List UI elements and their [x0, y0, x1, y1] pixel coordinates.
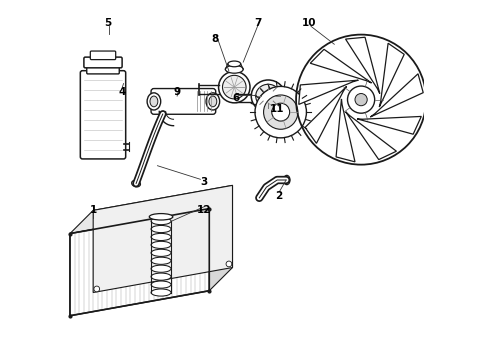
- FancyBboxPatch shape: [151, 89, 216, 114]
- Ellipse shape: [151, 233, 171, 240]
- Text: 4: 4: [118, 87, 125, 98]
- Circle shape: [226, 261, 232, 267]
- Ellipse shape: [264, 95, 298, 129]
- Ellipse shape: [222, 75, 246, 99]
- Text: 10: 10: [302, 18, 317, 28]
- Text: 7: 7: [254, 18, 261, 28]
- Ellipse shape: [151, 281, 171, 288]
- Polygon shape: [305, 86, 346, 143]
- Text: 9: 9: [173, 87, 181, 98]
- FancyBboxPatch shape: [87, 65, 119, 74]
- FancyBboxPatch shape: [90, 51, 116, 60]
- Polygon shape: [379, 43, 404, 107]
- Text: 8: 8: [211, 34, 218, 44]
- Polygon shape: [310, 49, 371, 83]
- Ellipse shape: [151, 273, 171, 280]
- Ellipse shape: [151, 289, 171, 296]
- Ellipse shape: [347, 86, 375, 113]
- Ellipse shape: [151, 249, 171, 256]
- Ellipse shape: [209, 96, 217, 107]
- Ellipse shape: [355, 94, 367, 106]
- Ellipse shape: [149, 213, 173, 220]
- Text: 3: 3: [200, 177, 208, 187]
- Polygon shape: [209, 185, 232, 291]
- Ellipse shape: [256, 84, 281, 108]
- Ellipse shape: [251, 80, 285, 112]
- Polygon shape: [299, 80, 358, 104]
- Ellipse shape: [255, 86, 306, 138]
- Polygon shape: [93, 185, 232, 293]
- Ellipse shape: [264, 92, 272, 100]
- Polygon shape: [345, 37, 380, 94]
- Text: 6: 6: [232, 93, 240, 103]
- Text: 1: 1: [90, 205, 97, 215]
- Ellipse shape: [272, 103, 290, 121]
- Ellipse shape: [150, 96, 158, 107]
- Text: 11: 11: [270, 104, 284, 113]
- Ellipse shape: [284, 175, 290, 185]
- Polygon shape: [70, 208, 209, 316]
- Ellipse shape: [206, 93, 220, 110]
- Ellipse shape: [219, 71, 250, 103]
- Text: 12: 12: [196, 205, 211, 215]
- FancyBboxPatch shape: [80, 71, 126, 159]
- Ellipse shape: [147, 93, 161, 110]
- Ellipse shape: [151, 217, 171, 225]
- Ellipse shape: [151, 225, 171, 233]
- Ellipse shape: [225, 65, 243, 73]
- Polygon shape: [357, 116, 421, 134]
- Ellipse shape: [151, 257, 171, 264]
- Polygon shape: [370, 74, 423, 117]
- Polygon shape: [345, 112, 396, 159]
- Ellipse shape: [228, 61, 241, 67]
- Text: 5: 5: [104, 18, 111, 28]
- Ellipse shape: [132, 180, 141, 187]
- Ellipse shape: [151, 241, 171, 248]
- Circle shape: [94, 286, 99, 292]
- Ellipse shape: [151, 265, 171, 272]
- FancyBboxPatch shape: [84, 57, 122, 68]
- Polygon shape: [336, 99, 355, 162]
- Polygon shape: [70, 185, 232, 234]
- Text: 2: 2: [275, 191, 283, 201]
